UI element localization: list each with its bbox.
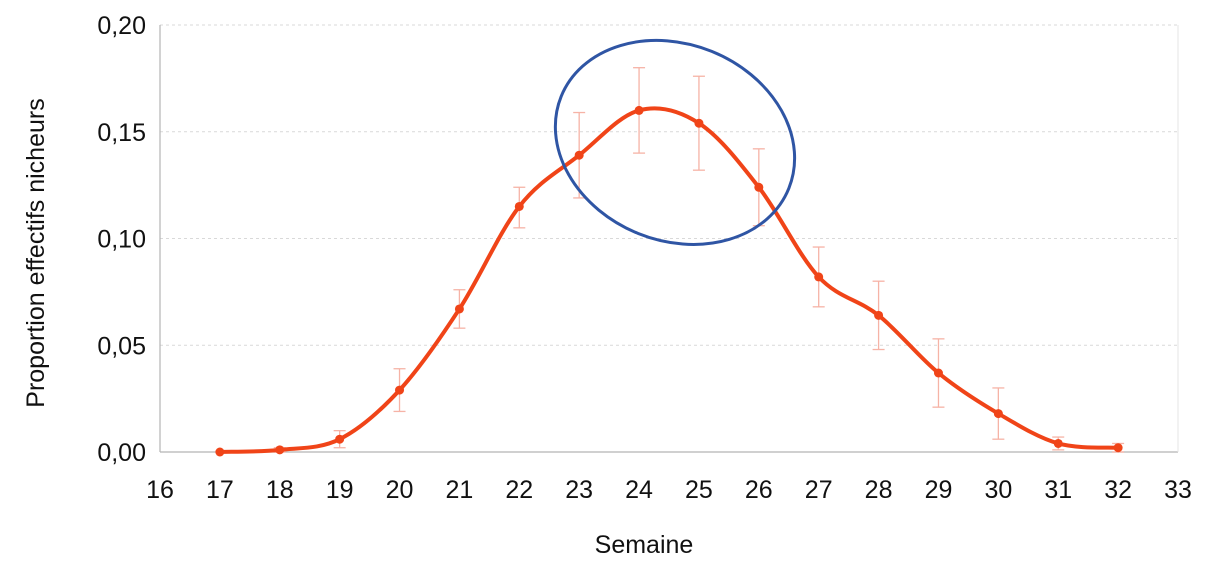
x-tick-label: 18 [266, 476, 294, 504]
data-point [275, 445, 285, 455]
data-point [335, 434, 345, 444]
data-point [395, 385, 405, 395]
data-point [634, 105, 644, 115]
x-tick-label: 28 [865, 476, 893, 504]
data-point [814, 272, 824, 282]
x-tick-label: 22 [505, 476, 533, 504]
annotations [553, 38, 797, 246]
x-axis-title: Semaine [595, 531, 694, 559]
x-tick-label: 26 [745, 476, 773, 504]
gridlines [160, 24, 1178, 453]
y-tick-label: 0,20 [97, 12, 146, 40]
y-tick-labels: 0,00 0,05 0,10 0,15 0,20 [97, 12, 146, 467]
x-tick-label: 32 [1104, 476, 1132, 504]
y-tick-label: 0,00 [97, 439, 146, 467]
error-bars [273, 67, 1125, 453]
highlight-ellipse [553, 38, 797, 246]
axes [159, 25, 1179, 453]
x-tick-label: 24 [625, 476, 653, 504]
x-tick-label: 33 [1164, 476, 1192, 504]
data-point [1113, 443, 1123, 453]
x-tick-label: 25 [685, 476, 713, 504]
x-tick-label: 29 [925, 476, 953, 504]
data-point [1053, 438, 1063, 448]
data-point [215, 447, 225, 457]
data-point [694, 118, 704, 128]
x-tick-label: 19 [326, 476, 354, 504]
data-point [933, 368, 943, 378]
x-tick-label: 27 [805, 476, 833, 504]
x-tick-label: 21 [446, 476, 474, 504]
x-tick-labels: 16 17 18 19 20 21 22 23 24 25 26 27 28 29 30 31 32 33 [146, 476, 1192, 504]
y-tick-label: 0,05 [97, 332, 146, 360]
data-point [574, 150, 584, 160]
x-tick-label: 16 [146, 476, 174, 504]
data-point [514, 201, 524, 211]
x-tick-label: 30 [984, 476, 1012, 504]
data-point [874, 310, 884, 320]
x-tick-label: 20 [386, 476, 414, 504]
data-point [754, 182, 764, 192]
data-point [993, 409, 1003, 419]
y-tick-label: 0,10 [97, 226, 146, 254]
data-points [215, 105, 1123, 457]
x-tick-label: 23 [565, 476, 593, 504]
x-tick-label: 31 [1044, 476, 1072, 504]
y-tick-label: 0,15 [97, 119, 146, 147]
y-axis-title: Proportion effectifs nicheurs [22, 98, 50, 407]
series-curve [217, 106, 1121, 454]
x-tick-label: 17 [206, 476, 234, 504]
data-point [454, 304, 464, 314]
series-line [217, 106, 1121, 454]
